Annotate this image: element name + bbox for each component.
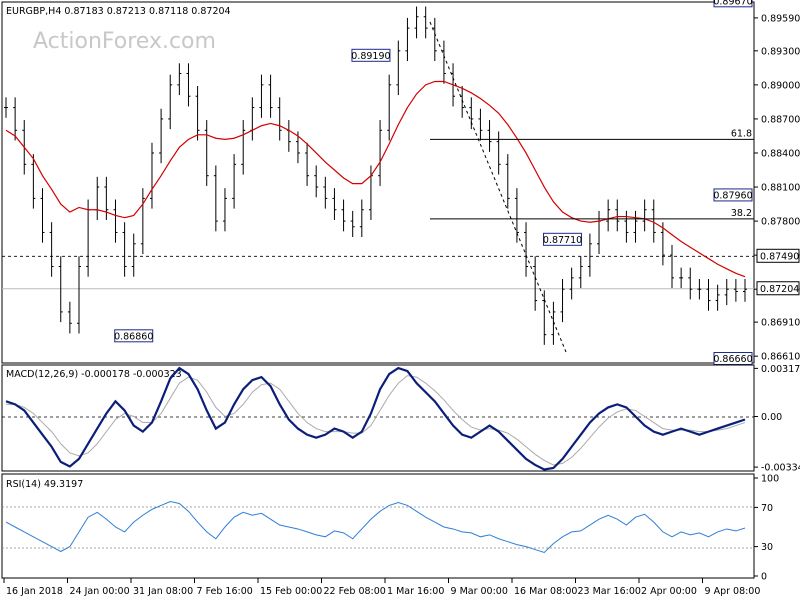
x-tick-label: 16 Mar 08:00 <box>514 586 577 597</box>
swing-price-label: 0.89190 <box>351 51 390 62</box>
price-y-tick-label: 0.89300 <box>761 46 800 57</box>
x-tick-label: 9 Mar 00:00 <box>451 586 508 597</box>
price-y-tick-label: 0.88400 <box>761 148 800 159</box>
price-y-tick-label: 0.87800 <box>761 217 800 228</box>
x-tick-label: 16 Jan 2018 <box>6 586 63 597</box>
macd-y-tick-label: 0.00 <box>761 412 782 423</box>
price-y-tick-label: 0.89590 <box>761 13 800 24</box>
x-axis: 16 Jan 2018 24 Jan 00:00 31 Jan 08:00 7 Feb… <box>3 578 761 597</box>
x-tick-label: 1 Mar 16:00 <box>387 586 444 597</box>
x-tick-label: 24 Jan 00:00 <box>70 586 130 597</box>
swing-price-box <box>114 329 154 343</box>
level-box <box>756 281 800 296</box>
macd-panel: MACD(12,26,9) -0.000178 -0.000323 0.0031… <box>1 364 800 474</box>
price-y-tick-label: 0.89000 <box>761 80 800 91</box>
x-tick-label: 22 Feb 08:00 <box>324 586 386 597</box>
level-box-label: 0.87204 <box>760 284 799 295</box>
macd-y-axis: 0.003177 0.00 -0.003344 <box>754 364 800 474</box>
swing-price-box <box>543 232 583 246</box>
rsi-y-tick-label: 100 <box>761 474 779 485</box>
watermark: ActionForex.com <box>33 29 216 54</box>
level-box <box>756 248 800 263</box>
macd-signal-line <box>6 375 746 466</box>
x-tick-label: 15 Feb 00:00 <box>260 586 322 597</box>
macd-y-tick-label: -0.003344 <box>761 463 800 474</box>
swing-price-box <box>713 0 753 8</box>
swing-price-label: 0.87960 <box>713 190 752 201</box>
price-moving-average-line <box>5 80 746 278</box>
x-tick-label: 7 Feb 16:00 <box>197 586 253 597</box>
rsi-panel: RSI(14) 49.3197 100 70 30 0 <box>1 473 779 583</box>
symbol-line: EURGBP,H4 0.87183 0.87213 0.87118 0.8720… <box>6 6 231 17</box>
price-levels <box>2 255 754 290</box>
x-tick-label: 2 Apr 00:00 <box>641 586 697 597</box>
rsi-y-tick-label: 70 <box>761 503 773 514</box>
price-y-tick-label: 0.88100 <box>761 183 800 194</box>
macd-line <box>5 366 746 471</box>
price-y-tick-label: 0.86910 <box>761 318 800 329</box>
rsi-y-axis: 100 70 30 0 <box>754 474 779 583</box>
price-plot-frame <box>1 1 755 364</box>
x-tick-label: 9 Apr 08:00 <box>705 586 761 597</box>
rsi-plot-frame <box>1 473 755 579</box>
x-tick-label: 23 Mar 16:00 <box>578 586 641 597</box>
price-y-tick-label: 0.88700 <box>761 114 800 125</box>
price-annotations: 0.89670 0.89190 0.87710 0.86860 0.87960 0.866… <box>114 0 753 366</box>
x-tick-label: 31 Jan 08:00 <box>133 586 193 597</box>
swing-price-box <box>713 188 753 202</box>
price-bars <box>4 6 747 345</box>
fib-level-label: 38.2 <box>731 208 752 219</box>
macd-label: MACD(12,26,9) -0.000178 -0.000323 <box>6 369 182 380</box>
swing-price-label: 0.89670 <box>713 0 752 7</box>
price-panel: ActionForex.com EURGBP,H4 0.87183 0.8721… <box>1 0 800 366</box>
rsi-y-tick-label: 0 <box>761 572 767 583</box>
swing-price-label: 0.87710 <box>543 235 582 246</box>
swing-price-label: 0.86660 <box>713 354 752 365</box>
swing-price-box <box>351 48 391 62</box>
rsi-y-tick-label: 30 <box>761 542 773 553</box>
level-box-label: 0.87490 <box>760 251 799 262</box>
price-y-axis: 0.89590 0.89300 0.89000 0.88700 0.88400 0.881… <box>754 13 800 363</box>
rsi-label: RSI(14) 49.3197 <box>6 479 83 490</box>
macd-y-tick-label: 0.003177 <box>761 364 800 375</box>
price-y-tick-label: 0.86610 <box>761 352 800 363</box>
swing-price-label: 0.86860 <box>114 331 153 342</box>
rsi-line <box>5 500 746 554</box>
fib-level-label: 61.8 <box>731 128 752 139</box>
fibonacci-retracement: 61.8 38.2 <box>430 128 754 220</box>
price-level-boxes: 0.87490 0.87204 <box>756 248 800 296</box>
macd-plot-frame <box>1 364 755 472</box>
